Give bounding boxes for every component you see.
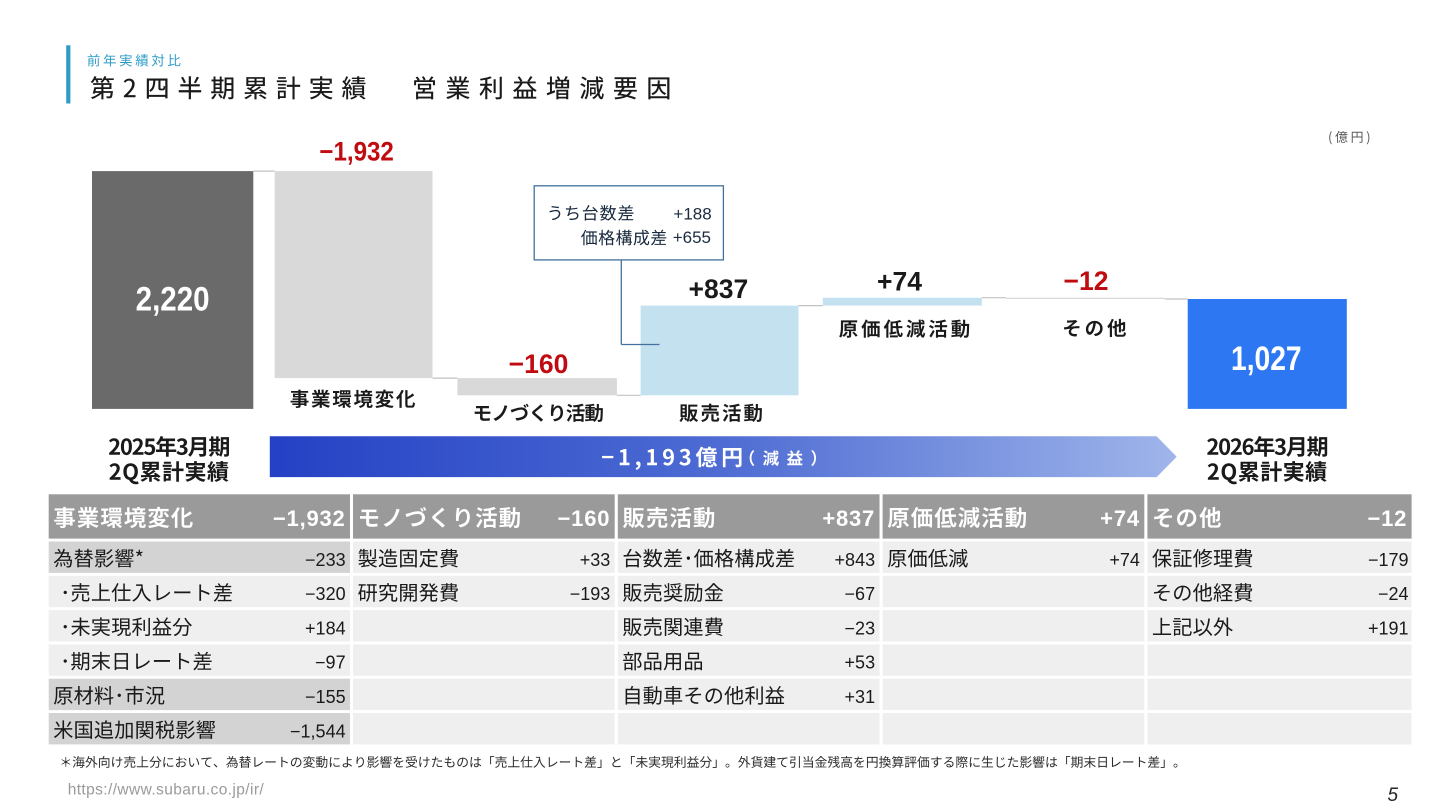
svg-text:−179: −179 [1368,550,1409,570]
svg-text:+53: +53 [845,653,876,673]
svg-text:−193: −193 [570,584,611,604]
svg-text:−155: −155 [305,687,346,707]
svg-text:2,220: 2,220 [136,281,210,319]
svg-text:−320: −320 [305,584,346,604]
svg-text:+655: +655 [673,228,711,247]
svg-text:−97: −97 [315,653,346,673]
svg-text:−12: −12 [1064,266,1109,296]
svg-text:+74: +74 [877,266,922,296]
svg-text:+188: +188 [673,204,711,223]
svg-text:−1,544: −1,544 [290,721,346,741]
svg-text:+837: +837 [822,506,875,531]
svg-text:+74: +74 [1100,506,1140,531]
svg-text:−1,932: −1,932 [273,506,346,531]
svg-text:1,027: 1,027 [1231,340,1302,378]
svg-text:−160: −160 [558,506,611,531]
svg-text:+31: +31 [845,687,876,707]
svg-text:−1,932: −1,932 [319,136,394,166]
svg-text:−12: −12 [1367,506,1407,531]
svg-text:−67: −67 [845,584,876,604]
svg-text:https://www.subaru.co.jp/ir/: https://www.subaru.co.jp/ir/ [68,782,265,799]
svg-text:+843: +843 [835,550,876,570]
svg-text:+74: +74 [1109,550,1140,570]
svg-text:+33: +33 [580,550,611,570]
svg-text:−23: −23 [845,618,876,638]
svg-text:+191: +191 [1368,618,1409,638]
svg-text:5: 5 [1388,785,1399,806]
svg-text:−24: −24 [1378,584,1409,604]
svg-text:+184: +184 [305,618,346,638]
svg-text:−160: −160 [509,349,569,379]
svg-text:+837: +837 [689,274,749,304]
svg-text:−233: −233 [305,550,346,570]
